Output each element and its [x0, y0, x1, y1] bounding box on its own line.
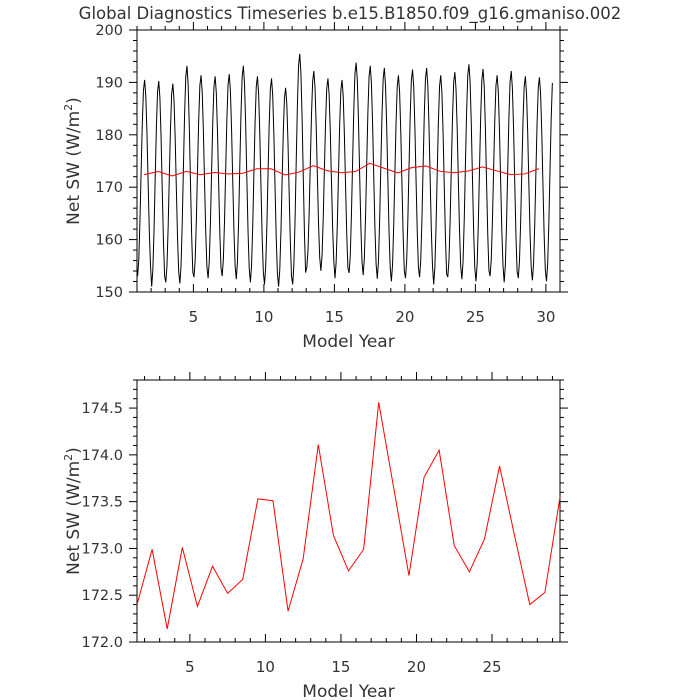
y-tick-label: 180: [95, 128, 123, 144]
plot-frame: [136, 29, 561, 293]
x-tick-label: 10: [256, 658, 275, 676]
series-line-0: [136, 402, 561, 629]
x-tick-label: 25: [466, 308, 485, 326]
y-tick-label: 160: [95, 233, 123, 249]
y-tick-label: 200: [95, 23, 123, 39]
x-axis-label: Model Year: [302, 332, 394, 352]
plot-frame: [136, 379, 561, 643]
x-tick-label: 5: [185, 658, 195, 676]
y-tick-label: 173.5: [81, 495, 123, 511]
x-tick-label: 25: [482, 658, 501, 676]
x-tick-label: 15: [331, 658, 350, 676]
y-tick-label: 173.0: [81, 541, 123, 557]
y-tick-label: 174.0: [81, 448, 123, 464]
top-panel: 5 10 15 20 25 30 150 160 170 180 190 200 Model Year N…: [62, 22, 568, 352]
y-tick-label: 172.5: [81, 588, 123, 604]
x-axis-label: Model Year: [302, 682, 394, 700]
x-tick-label: 30: [536, 308, 555, 326]
y-tick-label: 190: [95, 75, 123, 91]
bottom-panel: 5 10 15 20 25 172.0 172.5 173.0 173.5 174.0 174.5 M…: [62, 372, 568, 700]
x-tick-label: 20: [395, 308, 414, 326]
y-tick-label: 150: [95, 285, 123, 301]
y-axis-label: Net SW (W/m2): [62, 97, 84, 225]
x-tick-label: 10: [254, 308, 273, 326]
y-tick-label: 174.5: [81, 401, 123, 417]
x-tick-label: 5: [189, 308, 199, 326]
y-tick-label: 170: [95, 180, 123, 196]
x-tick-label: 20: [407, 658, 426, 676]
series-line-0: [137, 53, 553, 287]
chart-title: Global Diagnostics Timeseries b.e15.B185…: [79, 4, 622, 24]
x-tick-label: 15: [325, 308, 344, 326]
y-axis-label: Net SW (W/m2): [62, 447, 84, 575]
y-tick-label: 172.0: [81, 635, 123, 651]
